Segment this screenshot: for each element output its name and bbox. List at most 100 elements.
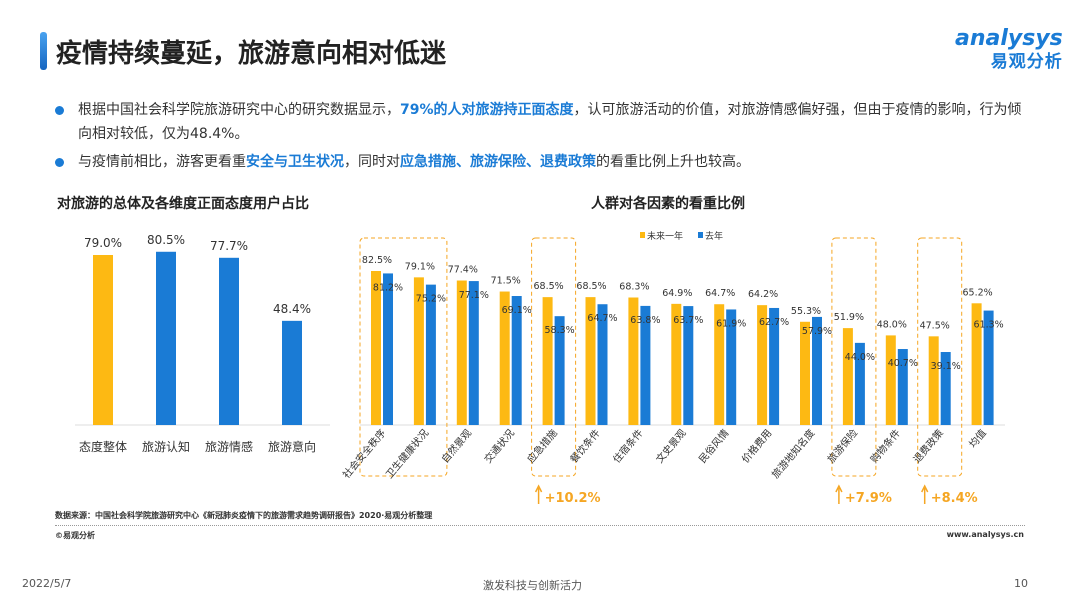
category-label: 购物条件 (867, 427, 903, 466)
bar-next-year (671, 303, 682, 425)
category-label: 卫生健康状况 (383, 427, 432, 481)
data-label: 47.5% (920, 320, 950, 331)
bar-next-year (456, 280, 467, 425)
category-label: 自然景观 (438, 427, 474, 466)
category-label: 旅游意向 (268, 439, 316, 454)
category-label: 社会安全秩序 (340, 427, 389, 481)
category-label: 价格费用 (739, 427, 775, 466)
data-label: 79.1% (405, 261, 435, 272)
data-label: 71.5% (491, 276, 521, 287)
category-label: 态度整体 (79, 439, 127, 454)
highlight-box (359, 237, 448, 477)
category-label: 旅游认知 (142, 440, 190, 454)
bar-next-year (585, 297, 596, 425)
highlight-box (831, 237, 877, 477)
title-accent-bar (40, 32, 47, 70)
arrow-head-icon (835, 484, 843, 493)
data-label: 58.3% (545, 325, 575, 336)
bar-next-year (371, 271, 381, 425)
bar-last-year (854, 342, 865, 425)
copyright: ©易观分析 (55, 531, 95, 540)
bullet-text: ，认可旅游活动的价值，对旅游情感偏好强，但由于疫情的影响，行为倾向相对较低，仅为… (78, 102, 1022, 142)
bar (219, 257, 239, 425)
data-label: 63.8% (630, 315, 660, 326)
bar-next-year (842, 328, 853, 425)
highlight-text: 应急措施、旅游保险、退费政策 (400, 154, 596, 170)
page-number: 10 (1014, 577, 1028, 590)
bar-next-year (800, 321, 810, 425)
data-label: 64.2% (748, 289, 778, 300)
data-label: 55.3% (791, 306, 821, 317)
bar-next-year (628, 297, 639, 425)
data-label: 80.5% (147, 233, 185, 247)
bullet-item: 与疫情前相比，游客更看重安全与卫生状况，同时对应急措施、旅游保险、退费政策的看重… (55, 150, 1035, 174)
footer-slogan: 激发科技与创新活力 (483, 579, 582, 592)
legend-label: 未来一年 (647, 230, 683, 242)
data-label: 81.2% (373, 282, 403, 293)
bullet-text: ，同时对 (344, 154, 400, 170)
category-label: 交通状况 (481, 427, 517, 466)
bar-last-year (940, 352, 951, 425)
legend-swatch (640, 232, 645, 238)
logo: analysys 易观分析 (955, 26, 1063, 72)
bar-next-year (928, 336, 939, 425)
bar-next-year (413, 277, 424, 425)
data-label: 48.0% (877, 319, 907, 330)
category-label: 餐饮条件 (567, 427, 603, 466)
bar (282, 320, 302, 425)
arrow-head-icon (921, 484, 929, 493)
footer-date: 2022/5/7 (22, 577, 72, 590)
data-label: 39.1% (931, 361, 961, 372)
logo-en: analysys (955, 26, 1063, 51)
data-label: 65.2% (963, 287, 993, 298)
increase-annotation: +10.2% (545, 491, 601, 506)
category-label: 应急措施 (524, 427, 560, 466)
bar-last-year (383, 273, 393, 425)
data-label: 62.7% (759, 317, 789, 328)
bar-last-year (511, 296, 522, 425)
category-label: 旅游保险 (825, 427, 861, 466)
data-label: 61.3% (974, 320, 1004, 331)
data-label: 68.5% (534, 281, 564, 292)
bullet-text: 与疫情前相比，游客更看重 (78, 154, 246, 170)
category-label: 住宿条件 (610, 427, 646, 466)
data-label: 77.4% (448, 265, 478, 276)
bar-last-year (726, 309, 737, 425)
category-label: 退费政策 (910, 427, 946, 466)
data-label: 64.9% (662, 288, 692, 299)
bar-next-year (542, 297, 553, 425)
category-label: 旅游情感 (205, 439, 253, 454)
highlight-box (531, 237, 577, 477)
bar-last-year (812, 316, 822, 425)
bullet-list: 根据中国社会科学院旅游研究中心的研究数据显示，79%的人对旅游持正面态度，认可旅… (55, 98, 1035, 178)
category-label: 文史景观 (653, 427, 689, 466)
data-label: 75.2% (416, 294, 446, 305)
bar-last-year (425, 284, 436, 425)
category-label: 均值 (966, 427, 989, 451)
bullet-text: 的看重比例上升也较高。 (596, 154, 750, 170)
data-source: 数据来源：中国社会科学院旅游研究中心《新冠肺炎疫情下的旅游需求趋势调研报告》20… (55, 511, 433, 520)
bar-next-year (885, 335, 896, 425)
category-label: 民俗风情 (696, 427, 732, 466)
bar-last-year (769, 307, 780, 425)
increase-annotation: +8.4% (931, 491, 978, 506)
data-label: 77.7% (210, 239, 248, 253)
left-chart-title: 对旅游的总体及各维度正面态度用户占比 (57, 196, 309, 212)
bar-last-year (468, 281, 479, 425)
data-label: 77.1% (459, 290, 489, 301)
bar-last-year (597, 304, 608, 425)
data-label: 44.0% (845, 352, 875, 363)
bar-next-year (757, 305, 768, 425)
data-label: 82.5% (362, 255, 392, 266)
category-label: 旅游地知名度 (769, 427, 818, 481)
data-label: 68.3% (619, 282, 649, 293)
legend-label: 去年 (705, 230, 723, 242)
data-label: 64.7% (705, 288, 735, 299)
right-chart-title: 人群对各因素的看重比例 (591, 196, 745, 212)
legend-swatch (698, 232, 703, 238)
increase-annotation: +7.9% (845, 491, 892, 506)
data-label: 79.0% (84, 236, 122, 250)
bar (156, 251, 176, 425)
website: www.analysys.cn (946, 530, 1024, 539)
bar-next-year (714, 304, 725, 425)
